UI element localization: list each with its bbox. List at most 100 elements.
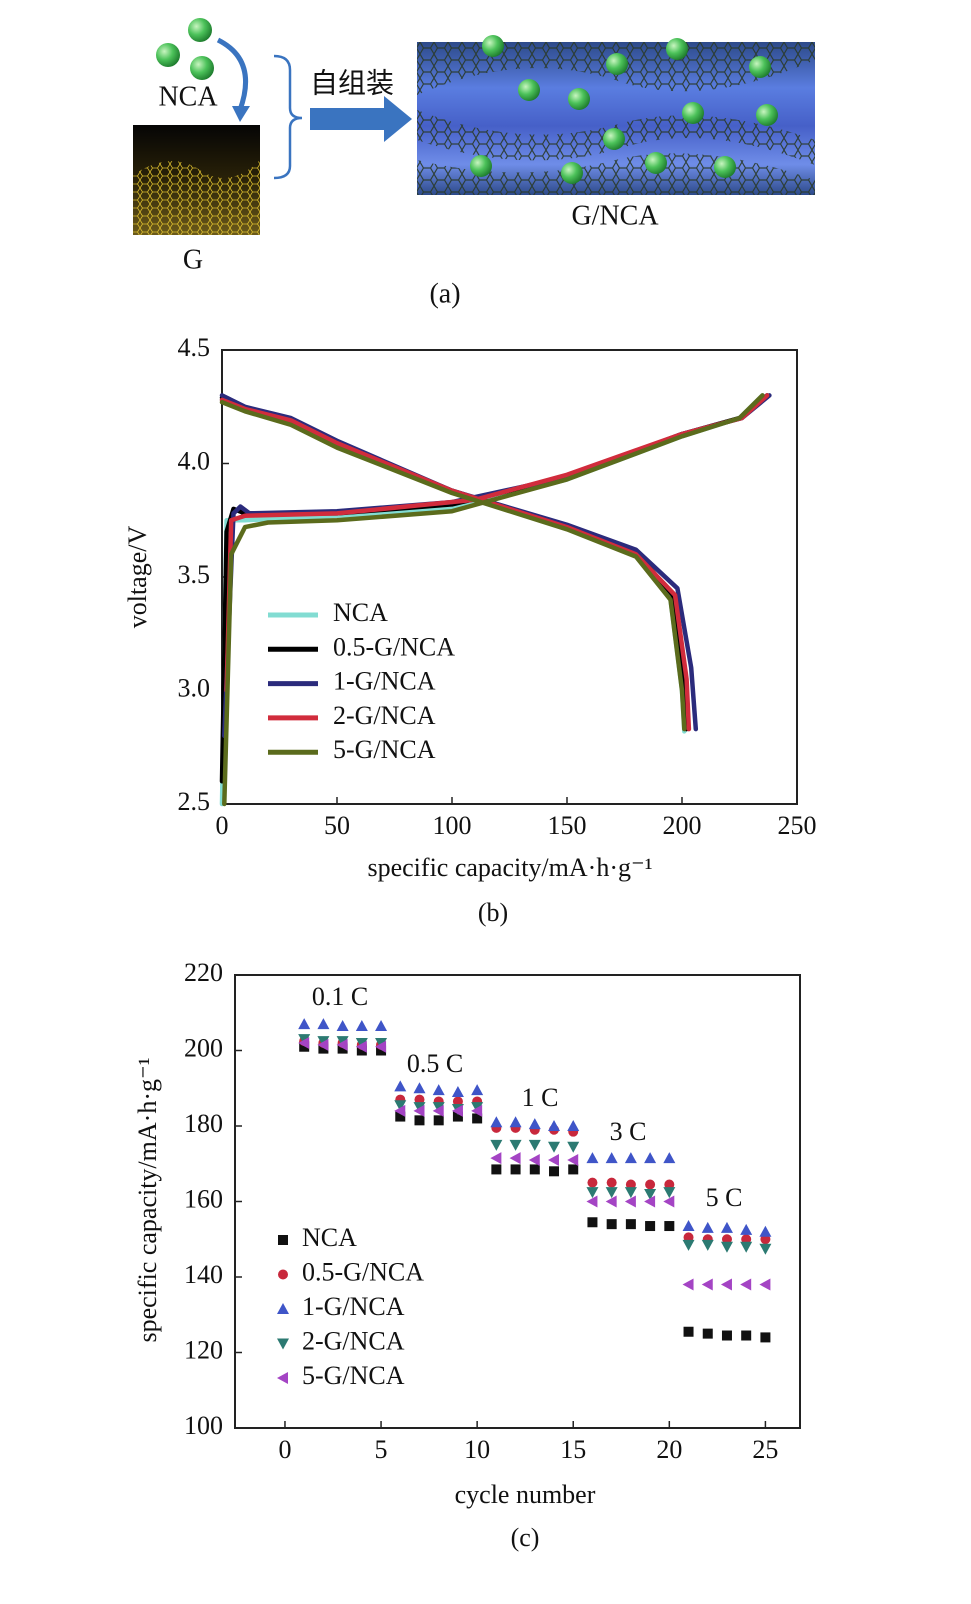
- marker: [528, 1153, 540, 1166]
- legend-label: NCA: [302, 1223, 357, 1252]
- x-axis-label: cycle number: [455, 1480, 596, 1509]
- legend-label: 5-G/NCA: [333, 735, 436, 764]
- marker: [587, 1217, 598, 1228]
- marker: [605, 1152, 618, 1164]
- y-axis-label: voltage/V: [123, 526, 152, 629]
- y-tick-label: 3.0: [178, 673, 211, 702]
- label-nca: NCA: [158, 81, 218, 112]
- marker: [471, 1102, 484, 1114]
- marker: [472, 1113, 483, 1124]
- marker: [606, 1177, 617, 1188]
- marker: [414, 1094, 425, 1105]
- y-tick-label: 220: [184, 958, 223, 987]
- marker: [336, 1036, 349, 1048]
- arrow: [216, 37, 249, 111]
- marker: [356, 1045, 367, 1056]
- marker: [586, 1187, 599, 1199]
- marker: [568, 1164, 579, 1175]
- marker: [413, 1104, 425, 1117]
- label-process: 自组装: [310, 67, 394, 99]
- marker: [682, 1278, 694, 1291]
- x-tick-label: 150: [548, 811, 587, 840]
- marker: [413, 1102, 426, 1114]
- sphere: [756, 104, 778, 126]
- marker: [721, 1330, 732, 1341]
- marker: [644, 1152, 657, 1164]
- marker: [740, 1241, 753, 1253]
- x-tick-label: 25: [752, 1435, 778, 1464]
- marker: [414, 1115, 425, 1126]
- y-tick-label: 140: [184, 1260, 223, 1289]
- legend-label: 0.5-G/NCA: [302, 1257, 424, 1286]
- marker: [664, 1179, 675, 1190]
- marker: [760, 1332, 771, 1343]
- legend-marker: [278, 1235, 288, 1245]
- arrow-head: [384, 96, 412, 142]
- marker: [606, 1219, 617, 1230]
- series-line: [219, 393, 765, 807]
- marker: [432, 1104, 444, 1117]
- legend-marker: [277, 1372, 288, 1384]
- marker: [644, 1195, 656, 1208]
- y-tick-label: 3.5: [178, 560, 211, 589]
- marker: [663, 1152, 676, 1164]
- marker: [548, 1120, 561, 1131]
- spheres: [470, 35, 778, 184]
- x-axis-label: specific capacity/mA·h·g⁻¹: [367, 853, 652, 882]
- marker: [586, 1195, 598, 1208]
- sphere: [666, 38, 688, 60]
- marker: [375, 1019, 388, 1031]
- x-tick-label: 200: [663, 811, 702, 840]
- sphere: [188, 18, 212, 42]
- marker: [471, 1084, 484, 1096]
- marker: [683, 1232, 694, 1243]
- marker: [645, 1221, 656, 1232]
- marker: [741, 1234, 752, 1245]
- marker: [683, 1326, 694, 1337]
- marker: [452, 1111, 463, 1122]
- marker: [395, 1111, 406, 1122]
- label-g: G: [183, 244, 203, 275]
- marker: [432, 1084, 445, 1096]
- marker: [721, 1234, 732, 1245]
- marker: [509, 1139, 522, 1151]
- series-line: [219, 393, 770, 732]
- legend-marker: [277, 1303, 289, 1314]
- sphere: [470, 155, 492, 177]
- sphere: [714, 156, 736, 178]
- marker: [759, 1278, 771, 1291]
- marker: [355, 1040, 367, 1053]
- marker: [299, 1041, 310, 1052]
- legend-label: 1-G/NCA: [302, 1292, 405, 1321]
- marker: [720, 1241, 733, 1253]
- marker: [605, 1195, 617, 1208]
- marker: [625, 1219, 636, 1230]
- y-tick-label: 100: [184, 1411, 223, 1440]
- caption: (b): [478, 898, 508, 927]
- sphere: [482, 35, 504, 57]
- sphere: [568, 88, 590, 110]
- marker: [548, 1141, 561, 1153]
- marker: [586, 1152, 599, 1164]
- annotation: 5 C: [706, 1183, 743, 1212]
- marker: [567, 1120, 580, 1131]
- marker: [624, 1187, 637, 1199]
- marker: [375, 1040, 387, 1053]
- x-tick-label: 15: [560, 1435, 586, 1464]
- marker: [298, 1018, 311, 1030]
- panel-a: NCA G 自组装 G/NCA (a): [133, 18, 815, 309]
- legend-label: 2-G/NCA: [302, 1326, 405, 1355]
- annotation: 0.5 C: [407, 1049, 463, 1078]
- marker: [490, 1116, 503, 1128]
- x-tick-label: 0: [278, 1435, 291, 1464]
- arrow: [310, 108, 386, 130]
- label-product: G/NCA: [571, 200, 659, 231]
- legend-label: 1-G/NCA: [333, 667, 436, 696]
- marker: [682, 1239, 695, 1251]
- marker: [433, 1115, 444, 1126]
- marker: [375, 1037, 388, 1049]
- marker: [741, 1330, 752, 1341]
- marker: [605, 1187, 618, 1199]
- marker: [298, 1036, 310, 1049]
